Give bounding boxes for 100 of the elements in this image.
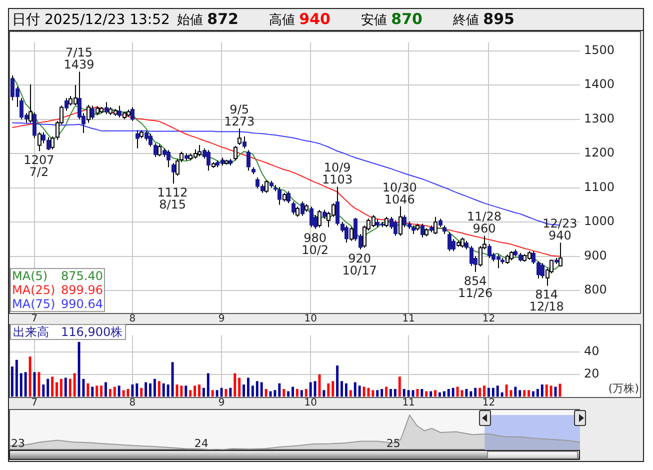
- annotation: 10/9 1103: [322, 160, 353, 187]
- candlestick: [448, 232, 452, 252]
- bar: [523, 390, 526, 397]
- y-axis-title: (万株): [608, 381, 639, 396]
- bar: [11, 366, 14, 397]
- bar: [354, 382, 356, 397]
- bar: [144, 382, 148, 397]
- x-tick-label: 7: [31, 397, 38, 408]
- bar: [452, 388, 454, 397]
- bar: [260, 382, 263, 397]
- bar: [171, 362, 174, 397]
- candlestick: [336, 186, 340, 226]
- bar: [251, 386, 254, 397]
- annotation: 10/30 1046: [382, 180, 417, 206]
- x-tick-label: 25: [386, 437, 400, 450]
- x-tick-label: 11: [402, 397, 415, 408]
- bar: [158, 381, 160, 397]
- y-tick-label: 1200: [584, 146, 615, 160]
- x-tick-label: 8: [129, 397, 136, 408]
- annotation: 9/5 1273: [224, 102, 255, 129]
- bar: [340, 381, 343, 397]
- x-tick-label: 7: [31, 313, 38, 324]
- annotation: 7/15 1439: [64, 46, 94, 72]
- bar: [390, 388, 392, 397]
- bar: [430, 391, 432, 397]
- bar: [104, 382, 107, 397]
- bar: [15, 360, 18, 397]
- bar: [309, 382, 312, 397]
- y-tick-label: 1000: [584, 214, 615, 228]
- bar: [402, 388, 406, 397]
- annotation: 1207 7/2: [24, 153, 54, 180]
- bar: [113, 386, 116, 397]
- bar: [242, 384, 246, 397]
- bar: [372, 390, 374, 397]
- bar: [380, 388, 384, 397]
- bar: [198, 384, 200, 397]
- x-tick-label: 12: [482, 397, 496, 408]
- bar: [180, 386, 183, 397]
- bar: [296, 388, 298, 397]
- bar: [38, 372, 40, 397]
- bar: [349, 390, 352, 397]
- bar: [287, 391, 290, 397]
- bar: [332, 381, 334, 397]
- bar: [532, 391, 534, 397]
- annotation: 12/23 940: [542, 216, 578, 243]
- x-tick-label: 9: [218, 313, 225, 324]
- bar: [407, 390, 410, 397]
- candlestick: [166, 150, 170, 168]
- x-tick-label: 24: [194, 437, 208, 450]
- x-tick-label: 9: [218, 397, 225, 408]
- bar: [385, 386, 388, 397]
- bar: [189, 390, 192, 397]
- bar: [327, 383, 330, 397]
- bar: [420, 388, 424, 397]
- bar: [518, 390, 522, 397]
- bar: [108, 388, 112, 397]
- bar: [496, 386, 499, 397]
- bar: [56, 382, 58, 397]
- bar: [536, 388, 539, 397]
- bar: [274, 390, 276, 397]
- bar: [434, 390, 436, 397]
- bar: [247, 378, 250, 397]
- bar: [264, 388, 268, 397]
- bar: [216, 390, 218, 397]
- bar: [91, 386, 94, 397]
- candlestick: [130, 106, 134, 122]
- bar: [500, 392, 504, 397]
- bar: [166, 384, 170, 397]
- bar: [229, 388, 232, 397]
- bar: [211, 390, 214, 397]
- y-tick-label: 1400: [584, 77, 615, 92]
- bar: [425, 391, 428, 397]
- bar: [558, 384, 562, 397]
- bar: [28, 356, 32, 397]
- bar: [118, 386, 120, 397]
- bar: [304, 388, 308, 397]
- bar: [96, 386, 98, 397]
- x-tick-label: 23: [11, 437, 25, 450]
- text: MA(75): [12, 297, 56, 311]
- bar: [540, 384, 544, 397]
- bar: [322, 390, 326, 397]
- bar: [483, 386, 486, 397]
- bar: [86, 383, 90, 397]
- candlestick: [532, 250, 536, 264]
- bar: [194, 386, 196, 397]
- annotation: 875.40: [61, 269, 103, 283]
- candlestick: [136, 130, 140, 149]
- bar: [140, 388, 143, 397]
- text: MA(25): [12, 283, 56, 297]
- bar: [122, 390, 125, 397]
- bar: [278, 383, 281, 397]
- bar: [456, 386, 459, 397]
- bar: [154, 378, 156, 397]
- bar: [358, 386, 361, 397]
- y-tick-label: 800: [584, 282, 607, 297]
- bar: [336, 365, 339, 397]
- x-tick-label: 11: [402, 313, 415, 324]
- bar: [474, 388, 477, 397]
- text: 始値 872: [177, 10, 238, 28]
- bar: [492, 388, 494, 397]
